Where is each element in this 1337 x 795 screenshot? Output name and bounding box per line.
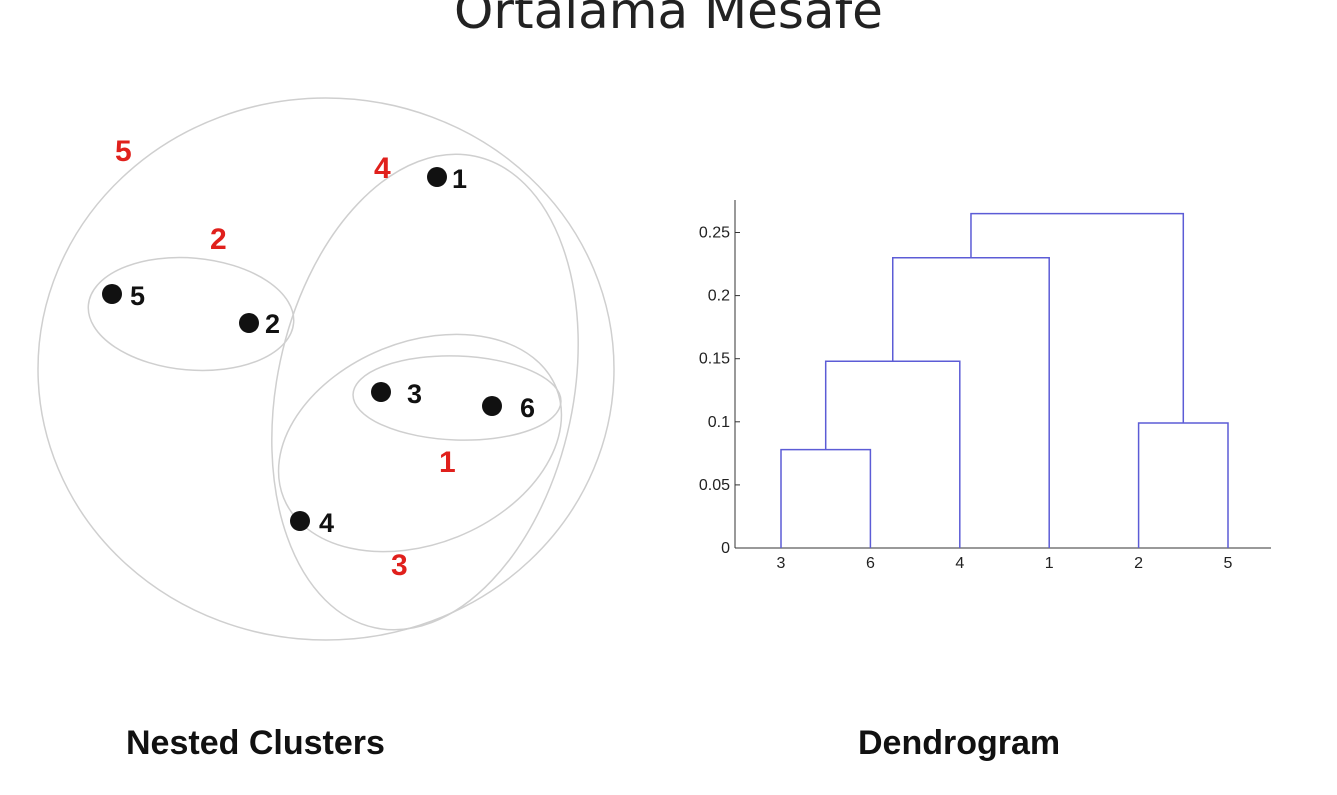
point-4-dot: [290, 511, 310, 531]
dendrogram-caption: Dendrogram: [858, 724, 1061, 762]
cluster-5-label: 5: [115, 135, 132, 168]
cluster-1-ellipse: [352, 355, 562, 441]
x-leaf-label: 6: [866, 555, 875, 572]
point-1-label: 1: [452, 164, 467, 194]
point-6-dot: [482, 396, 502, 416]
point-1-dot: [427, 167, 447, 187]
cluster-4-ellipse: [271, 153, 579, 631]
point-2-label: 2: [265, 309, 280, 339]
x-leaf-label: 1: [1045, 555, 1054, 572]
page-title: Ortalama Mesafe: [454, 0, 883, 40]
x-leaf-label: 3: [777, 555, 786, 572]
y-tick-label: 0.2: [708, 288, 730, 305]
point-3-dot: [371, 382, 391, 402]
point-5-label: 5: [130, 281, 145, 311]
cluster-2-label: 2: [210, 223, 227, 256]
point-6-label: 6: [520, 393, 535, 423]
dendrogram-link: [780, 448, 872, 548]
cluster-3-label: 3: [391, 549, 408, 582]
dendrogram-link: [892, 256, 1050, 548]
y-tick-label: 0.1: [708, 414, 730, 431]
x-leaf-label: 5: [1224, 555, 1233, 572]
point-3-label: 3: [407, 379, 422, 409]
dendrogram-link: [824, 360, 961, 548]
cluster-4-label: 4: [374, 152, 391, 185]
y-tick-label: 0.05: [699, 477, 730, 494]
cluster-5-ellipse: [37, 97, 615, 641]
cluster-3-ellipse: [277, 333, 563, 553]
point-5-dot: [102, 284, 122, 304]
y-tick-label: 0: [721, 540, 730, 557]
y-tick-label: 0.25: [699, 225, 730, 242]
nested-clusters-caption: Nested Clusters: [126, 724, 385, 762]
dendrogram-link: [970, 212, 1185, 424]
point-2-dot: [239, 313, 259, 333]
cluster-1-label: 1: [439, 446, 456, 479]
dendrogram-link: [1137, 422, 1229, 548]
x-leaf-label: 2: [1134, 555, 1143, 572]
point-4-label: 4: [319, 508, 334, 538]
dendrogram-chart: 0 0.05 0.1 0.15 0.2 0.25 3 6 4 1 2 5: [699, 200, 1271, 572]
x-leaf-label: 4: [955, 555, 964, 572]
cluster-2-ellipse: [87, 256, 295, 372]
y-tick-label: 0.15: [699, 351, 730, 368]
